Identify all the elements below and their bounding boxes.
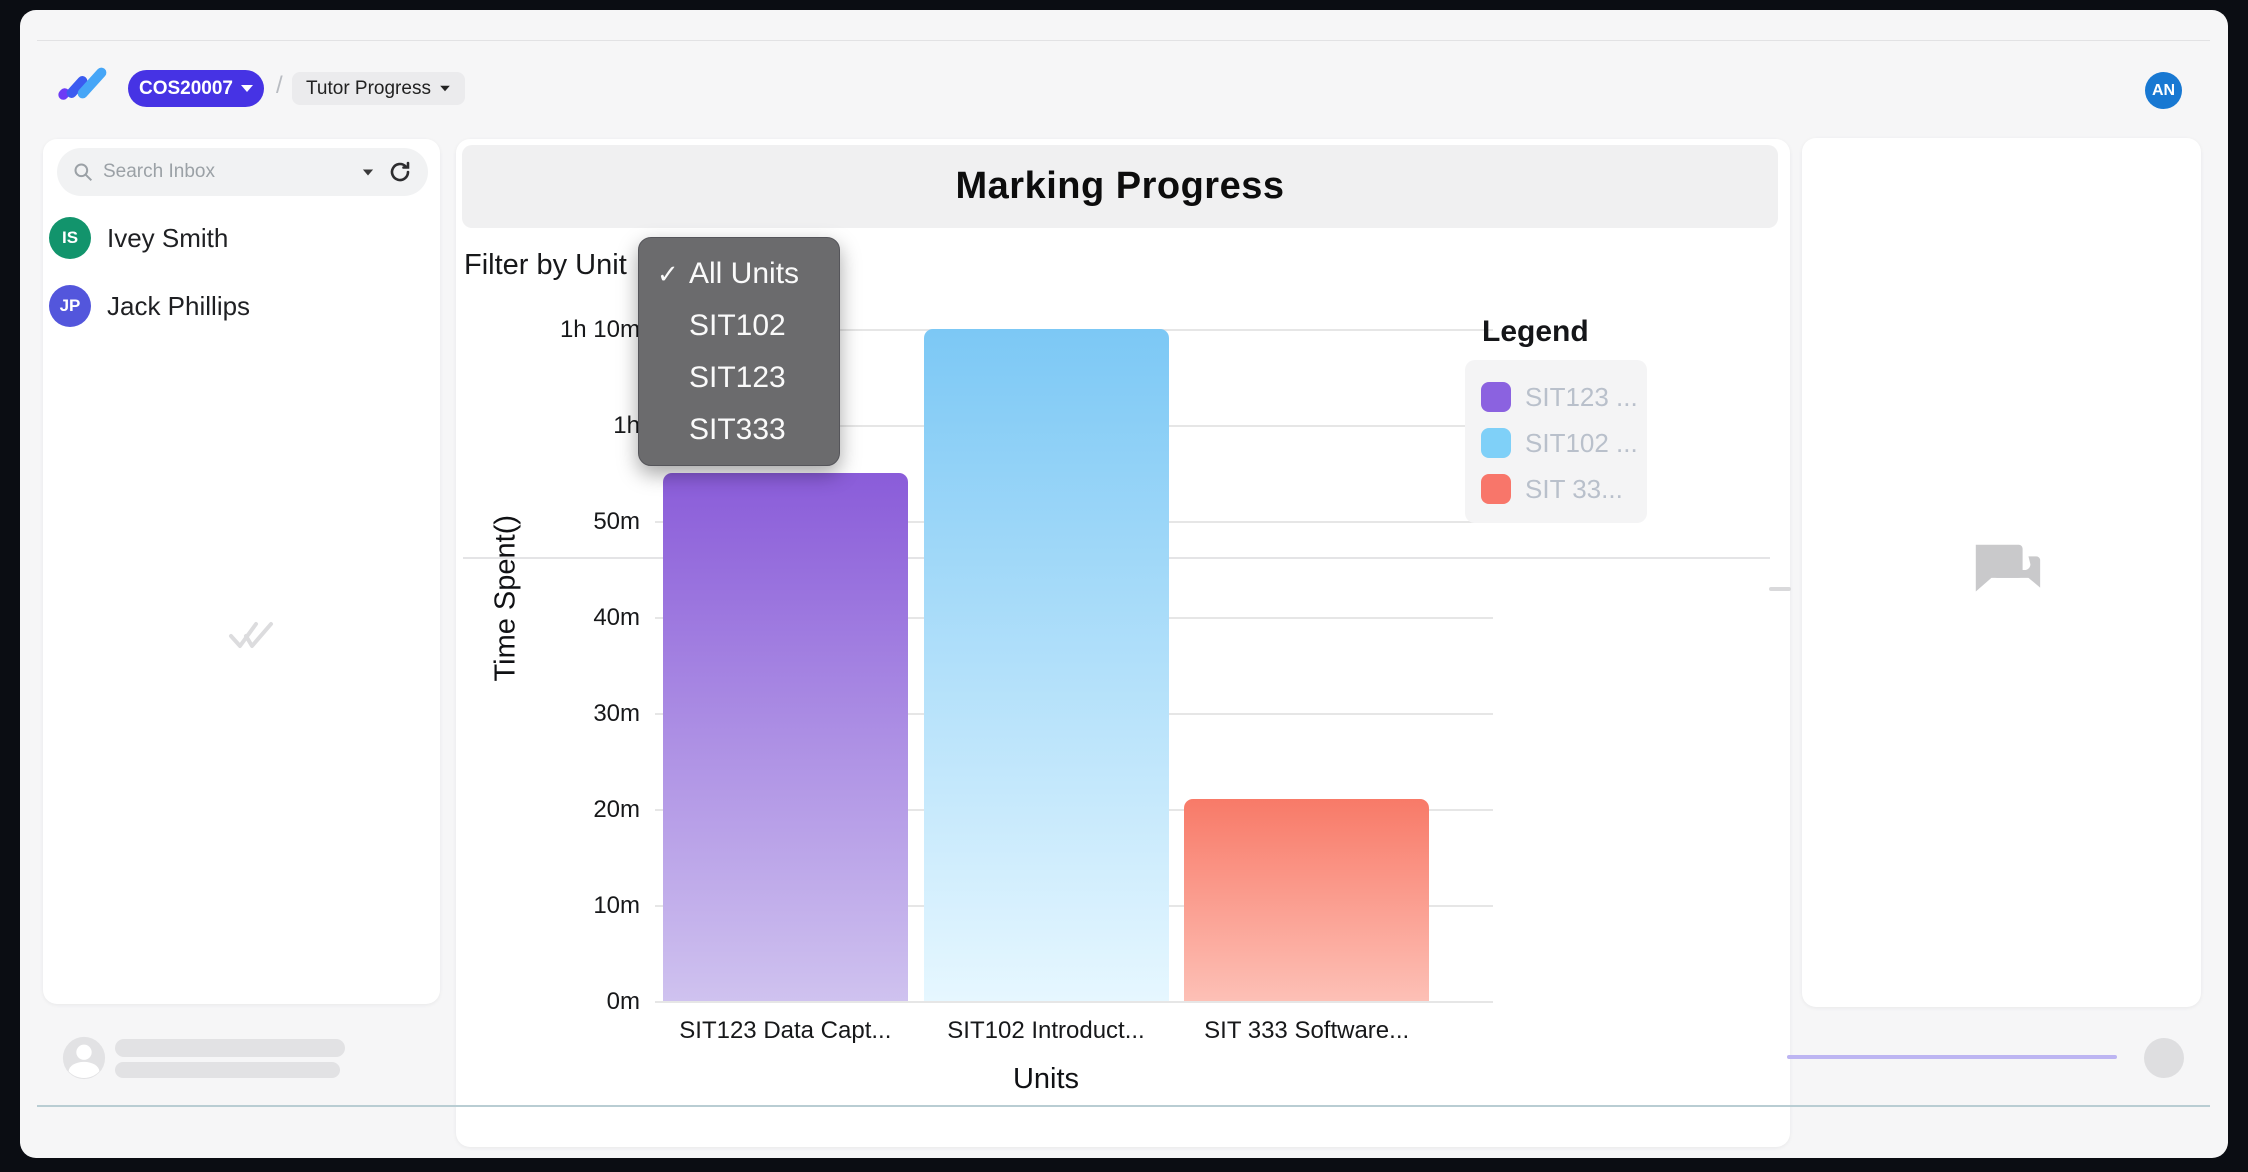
dropdown-option-label: SIT102 [689, 309, 786, 342]
skeleton-line [115, 1039, 345, 1057]
x-tick-label: SIT102 Introduct... [947, 1017, 1145, 1044]
dropdown-option-sit333[interactable]: SIT333 [639, 404, 839, 456]
scrollbar-dash[interactable] [1769, 587, 1791, 591]
legend-swatch [1481, 474, 1511, 504]
legend: SIT123 ... SIT102 ... SIT 33... [1465, 360, 1647, 523]
legend-item: SIT 33... [1481, 466, 1647, 512]
contact-row-jack-phillips[interactable]: JP Jack Phillips [49, 275, 429, 337]
nav-label: Tutor Progress [306, 77, 431, 99]
contact-avatar: JP [49, 285, 91, 327]
breadcrumb-separator: / [276, 72, 283, 99]
search-input[interactable] [103, 161, 362, 183]
dropdown-option-all-units[interactable]: ✓ All Units [639, 248, 839, 300]
y-tick-label: 20m [593, 796, 640, 823]
top-divider [37, 40, 2210, 41]
skeleton-avatar-icon [62, 1036, 106, 1080]
dropdown-option-label: SIT123 [689, 361, 786, 394]
x-tick-label: SIT 333 Software... [1204, 1017, 1410, 1044]
bar-sit[interactable] [1184, 799, 1430, 1001]
y-tick-label: 1h [613, 412, 640, 439]
filter-by-unit-label: Filter by Unit [464, 249, 627, 281]
skeleton-line [115, 1062, 340, 1078]
tutor-progress-menu-button[interactable]: Tutor Progress [292, 72, 465, 105]
legend-item: SIT102 ... [1481, 420, 1647, 466]
unit-filter-dropdown-menu: ✓ All Units SIT102 SIT123 SIT333 [638, 237, 840, 466]
bar-sit102[interactable] [923, 329, 1169, 1001]
x-axis-title: Units [1012, 1063, 1080, 1095]
marking-progress-panel: Marking Progress Filter by Unit Time Spe… [456, 139, 1791, 1147]
course-selector-button[interactable]: COS20007 [128, 70, 264, 107]
panel-header: Marking Progress [462, 145, 1778, 228]
chevron-down-icon [241, 85, 253, 92]
app-window: COS20007 / Tutor Progress AN IS Ivey Smit… [20, 10, 2228, 1158]
y-tick-label: 10m [593, 892, 640, 919]
dropdown-option-label: SIT333 [689, 413, 786, 446]
x-tick-label: SIT123 Data Capt... [679, 1017, 892, 1044]
y-tick-label: 30m [593, 700, 640, 727]
search-bar [57, 148, 428, 196]
contact-name: Jack Phillips [107, 290, 251, 321]
user-avatar[interactable]: AN [2145, 72, 2182, 109]
check-icon: ✓ [657, 258, 679, 289]
bar-sit123[interactable] [662, 473, 908, 1001]
legend-swatch [1481, 382, 1511, 412]
bottom-divider [37, 1105, 2210, 1107]
dropdown-option-sit102[interactable]: SIT102 [639, 300, 839, 352]
contact-name: Ivey Smith [107, 222, 229, 253]
dropdown-option-label: All Units [689, 257, 800, 290]
legend-label: SIT123 ... [1525, 381, 1638, 412]
app-logo-icon[interactable] [56, 62, 109, 106]
double-check-icon [229, 622, 273, 648]
send-button-placeholder[interactable] [2144, 1038, 2184, 1078]
chat-bubbles-icon [1975, 544, 2041, 592]
dropdown-option-sit123[interactable]: SIT123 [639, 352, 839, 404]
inbox-sidebar: IS Ivey Smith JP Jack Phillips [43, 139, 440, 1004]
legend-title: Legend [1482, 315, 1589, 348]
conversation-panel [1802, 138, 2201, 1007]
legend-item: SIT123 ... [1481, 374, 1647, 420]
chevron-down-icon [440, 85, 450, 92]
y-tick-label: 0m [606, 988, 640, 1015]
legend-swatch [1481, 428, 1511, 458]
course-code-label: COS20007 [138, 77, 233, 99]
panel-title: Marking Progress [955, 165, 1285, 207]
legend-label: SIT 33... [1525, 473, 1623, 504]
refresh-icon[interactable] [388, 160, 412, 184]
search-icon [74, 163, 93, 182]
y-tick-label: 40m [593, 604, 640, 631]
search-filter-caret-icon[interactable] [362, 169, 374, 175]
y-tick-label: 1h 10m [559, 316, 640, 343]
contact-avatar: IS [49, 217, 91, 259]
gridline-0m [655, 1001, 1493, 1003]
message-input-underline[interactable] [1787, 1055, 2117, 1059]
y-tick-label: 50m [593, 508, 640, 535]
contact-row-ivey-smith[interactable]: IS Ivey Smith [49, 207, 429, 269]
legend-label: SIT102 ... [1525, 427, 1638, 458]
y-axis-title: Time Spent() [489, 514, 522, 682]
